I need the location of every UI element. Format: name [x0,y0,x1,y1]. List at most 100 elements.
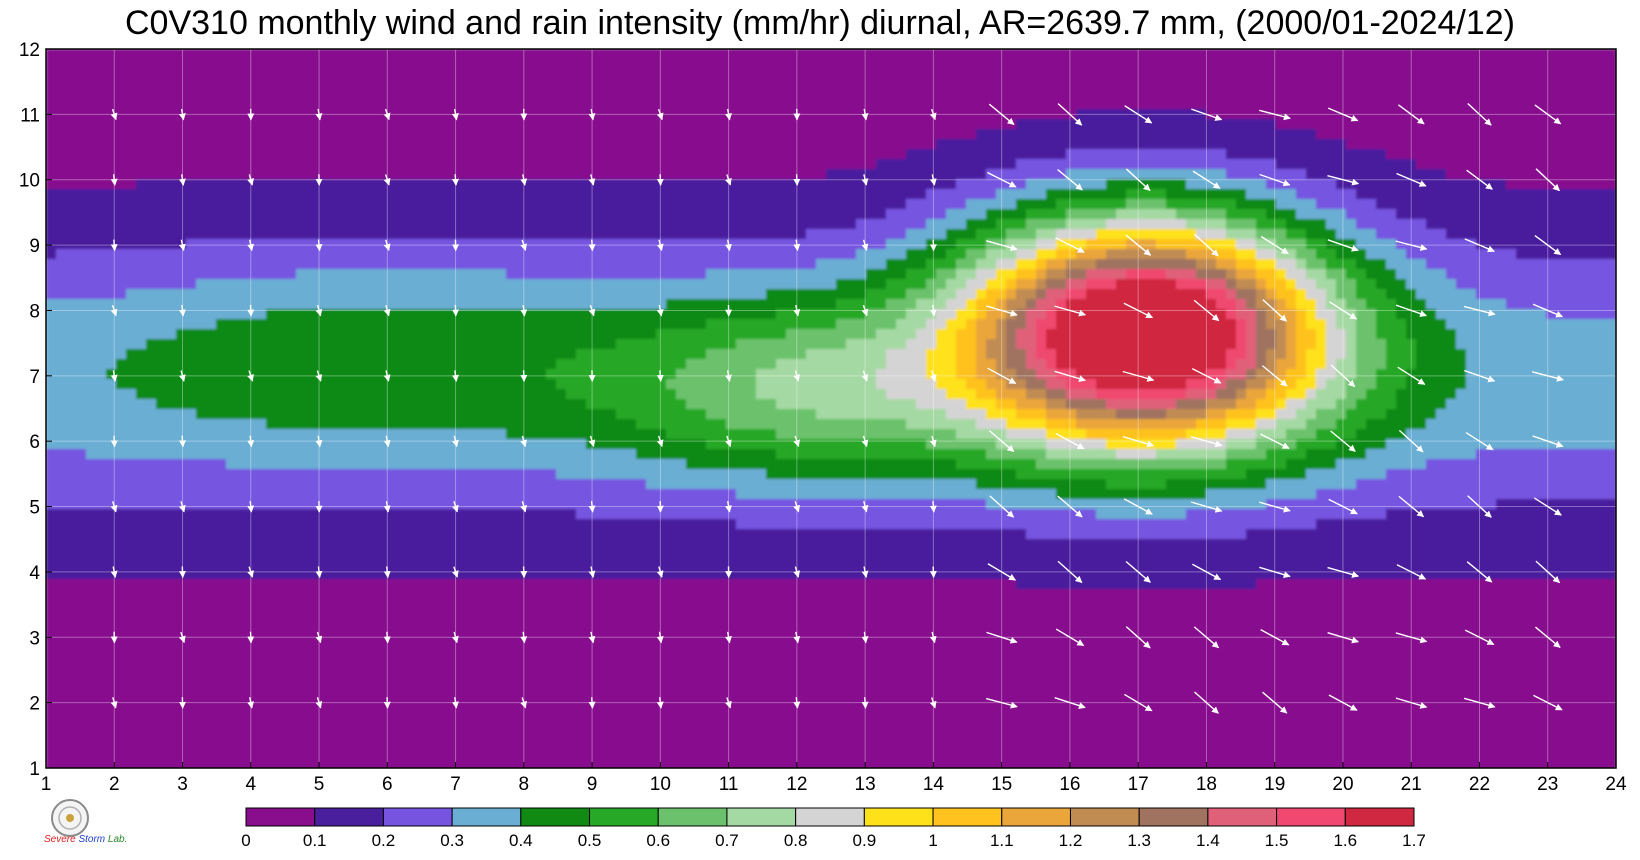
field-cell [536,729,547,740]
field-cell [366,149,377,160]
field-cell [246,389,257,400]
field-cell [376,309,387,320]
field-cell [436,239,447,250]
field-cell [436,189,447,200]
field-cell [46,69,57,80]
field-cell [456,409,467,420]
field-cell [686,529,697,540]
field-cell [696,369,707,380]
field-cell [696,609,707,620]
field-cell [136,279,147,290]
field-cell [676,449,687,460]
field-cell [726,619,737,630]
field-cell [726,549,737,560]
field-cell [516,669,527,680]
field-cell [456,309,467,320]
field-cell [616,509,627,520]
field-cell [96,679,107,690]
field-cell [246,199,257,210]
field-cell [726,359,737,370]
field-cell [646,309,657,320]
field-cell [636,449,647,460]
field-cell [376,729,387,740]
field-cell [96,79,107,90]
field-cell [276,619,287,630]
field-cell [216,689,227,700]
field-cell [396,759,407,768]
field-cell [66,509,77,520]
field-cell [556,399,567,410]
field-cell [546,659,557,670]
field-cell [476,399,487,410]
field-cell [186,429,197,440]
field-cell [86,389,97,400]
field-cell [476,719,487,730]
field-cell [116,639,127,650]
field-cell [626,629,637,640]
field-cell [46,79,57,90]
field-cell [86,679,97,690]
field-cell [406,639,417,650]
field-cell [566,749,577,760]
field-cell [246,419,257,430]
field-cell [136,469,147,480]
field-cell [726,759,737,768]
field-cell [296,439,307,450]
field-cell [196,519,207,530]
field-cell [576,69,587,80]
field-cell [506,519,517,530]
field-cell [696,479,707,490]
field-cell [506,109,517,120]
field-cell [206,459,217,470]
field-cell [266,339,277,350]
field-cell [566,219,577,230]
field-cell [426,719,437,730]
field-cell [626,709,637,720]
field-cell [616,99,627,110]
field-cell [156,689,167,700]
field-cell [696,349,707,360]
field-cell [376,539,387,550]
field-cell [76,349,87,360]
field-cell [566,709,577,720]
field-cell [646,549,657,560]
field-cell [146,239,157,250]
field-cell [166,569,177,580]
field-cell [166,479,177,490]
field-cell [596,509,607,520]
field-cell [426,509,437,520]
field-cell [496,569,507,580]
field-cell [536,369,547,380]
field-cell [736,209,747,220]
field-cell [136,119,147,130]
field-cell [636,69,647,80]
field-cell [686,279,697,290]
field-cell [156,709,167,720]
field-cell [116,299,127,310]
field-cell [366,489,377,500]
field-cell [296,389,307,400]
field-cell [666,539,677,550]
field-cell [276,279,287,290]
field-cell [196,179,207,190]
field-cell [376,599,387,610]
field-cell [666,729,677,740]
field-cell [336,89,347,100]
field-cell [206,299,217,310]
field-cell [156,469,167,480]
field-cell [656,709,667,720]
field-cell [606,139,617,150]
field-cell [726,319,737,330]
field-cell [76,659,87,670]
field-cell [736,59,747,70]
field-cell [726,219,737,230]
field-cell [66,729,77,740]
field-cell [426,739,437,750]
field-cell [266,539,277,550]
field-cell [46,229,57,240]
field-cell [256,69,267,80]
field-cell [536,189,547,200]
field-cell [76,299,87,310]
field-cell [246,189,257,200]
field-cell [206,549,217,560]
